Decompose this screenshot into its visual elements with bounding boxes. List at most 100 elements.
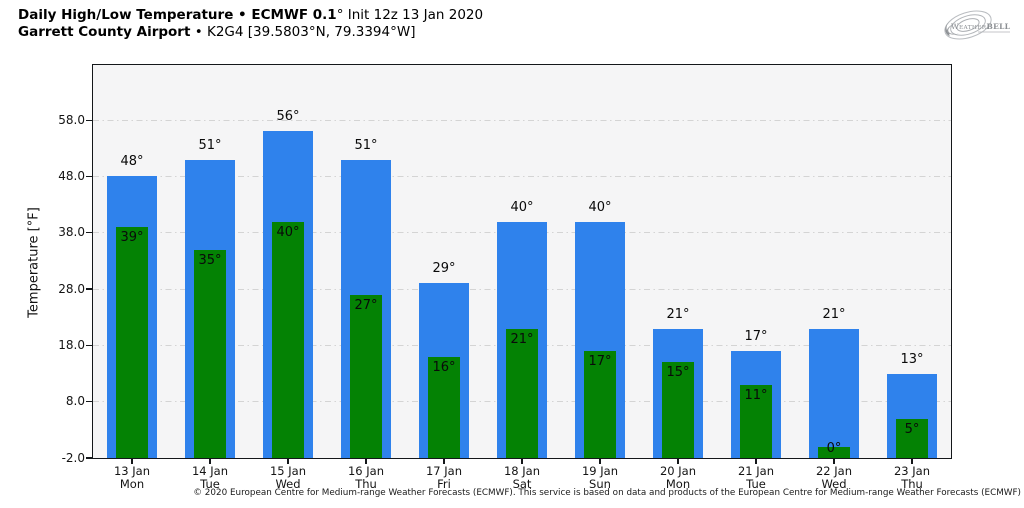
x-tick-mark	[599, 458, 601, 464]
x-tick-date: 17 Jan	[425, 463, 463, 478]
chart-title-bold: Daily High/Low Temperature • ECMWF 0.1	[18, 7, 337, 23]
chart-title-init: ° Init 12z 13 Jan 2020	[336, 7, 484, 23]
low-bar	[584, 351, 616, 458]
station-name: Garrett County Airport	[18, 23, 191, 40]
low-bar	[350, 294, 382, 458]
x-tick-label: 18 Jan Sat	[483, 463, 561, 492]
x-tick-mark	[209, 458, 211, 464]
low-bar	[818, 446, 850, 458]
x-tick-mark	[833, 458, 835, 464]
low-value-label: 11°	[744, 387, 768, 403]
x-tick-date: 19 Jan	[581, 463, 619, 478]
y-gridline	[93, 175, 951, 177]
high-value-label: 51°	[354, 137, 378, 153]
high-value-label: 21°	[666, 306, 690, 322]
high-value-label: 13°	[900, 351, 924, 367]
high-value-label: 17°	[744, 329, 768, 345]
y-tick-label: 38.0	[58, 225, 85, 240]
chart-subtitle: Garrett County Airport • K2G4 [39.5803°N…	[18, 24, 483, 41]
high-value-label: 21°	[822, 306, 846, 322]
low-value-label: 39°	[120, 230, 144, 246]
x-tick-date: 21 Jan	[737, 463, 775, 478]
station-coords: • K2G4 [39.5803°N, 79.3394°W]	[190, 23, 416, 40]
low-bar	[272, 221, 304, 458]
high-value-label: 48°	[120, 154, 144, 170]
x-tick-mark	[521, 458, 523, 464]
x-tick-mark	[131, 458, 133, 464]
high-value-label: 29°	[432, 261, 456, 277]
x-tick-date: 15 Jan	[269, 463, 307, 478]
chart-title: Daily High/Low Temperature • ECMWF 0.1° …	[18, 7, 483, 24]
x-tick-date: 18 Jan	[503, 463, 541, 478]
y-tick-label: 48.0	[58, 168, 85, 183]
y-gridline	[93, 119, 951, 121]
low-value-label: 5°	[904, 421, 920, 437]
x-tick-day: Wed	[275, 477, 301, 491]
x-tick-day: Tue	[200, 477, 220, 491]
low-bar	[194, 249, 226, 458]
x-tick-day: Sun	[589, 477, 611, 491]
low-bar	[662, 362, 694, 458]
plot-area: 48° 39° 51° 35° 56° 40° 51° 27° 29° 16° 40° 21° 40° 1…	[92, 64, 952, 459]
x-tick-date: 22 Jan	[815, 463, 853, 478]
weatherbell-logo: WEATHERBELL	[944, 10, 1011, 40]
low-value-label: 21°	[510, 331, 534, 347]
y-tick-label: -2.0	[61, 450, 85, 465]
x-tick-mark	[755, 458, 757, 464]
low-bar	[740, 384, 772, 458]
x-tick-label: 15 Jan Wed	[249, 463, 327, 492]
low-value-label: 15°	[666, 365, 690, 381]
low-value-label: 27°	[354, 297, 378, 313]
low-bar	[506, 328, 538, 458]
x-tick-label: 19 Jan Sun	[561, 463, 639, 492]
x-tick-label: 22 Jan Wed	[795, 463, 873, 492]
x-tick-day: Tue	[746, 477, 766, 491]
x-tick-label: 20 Jan Mon	[639, 463, 717, 492]
y-axis-label: Temperature [°F]	[26, 207, 42, 318]
x-tick-mark	[911, 458, 913, 464]
x-tick-day: Thu	[901, 477, 923, 491]
low-value-label: 17°	[588, 354, 612, 370]
y-tick-label: 28.0	[58, 281, 85, 296]
x-tick-day: Fri	[437, 477, 451, 491]
x-tick-date: 13 Jan	[113, 463, 151, 478]
x-tick-date: 23 Jan	[893, 463, 931, 478]
y-tick-mark	[86, 232, 93, 234]
x-tick-mark	[287, 458, 289, 464]
x-tick-label: 21 Jan Tue	[717, 463, 795, 492]
x-tick-mark	[443, 458, 445, 464]
y-tick-mark	[86, 119, 93, 121]
high-value-label: 56°	[276, 109, 300, 125]
chart-header: Daily High/Low Temperature • ECMWF 0.1° …	[18, 7, 483, 40]
x-tick-mark	[677, 458, 679, 464]
x-tick-label: 16 Jan Thu	[327, 463, 405, 492]
x-tick-mark	[365, 458, 367, 464]
x-tick-day: Thu	[355, 477, 377, 491]
high-value-label: 51°	[198, 137, 222, 153]
low-bar	[896, 418, 928, 458]
x-tick-day: Sat	[512, 477, 532, 491]
x-tick-date: 20 Jan	[659, 463, 697, 478]
logo-text: WEATHERBELL	[951, 22, 1011, 31]
y-tick-mark	[86, 175, 93, 178]
x-tick-label: 13 Jan Mon	[93, 463, 171, 492]
copyright-text: © 2020 European Centre for Medium-range …	[193, 488, 1021, 498]
x-tick-date: 16 Jan	[347, 463, 385, 478]
x-tick-day: Mon	[119, 477, 145, 491]
low-value-label: 0°	[826, 441, 842, 456]
x-tick-day: Wed	[821, 477, 847, 491]
low-value-label: 35°	[198, 252, 222, 268]
y-tick-mark	[86, 457, 93, 459]
x-tick-day: Mon	[665, 477, 691, 491]
x-tick-label: 23 Jan Thu	[873, 463, 951, 492]
y-tick-label: 8.0	[65, 394, 85, 409]
high-bar	[809, 328, 859, 458]
x-tick-label: 17 Jan Fri	[405, 463, 483, 492]
low-value-label: 16°	[432, 359, 456, 375]
x-tick-label: 14 Jan Tue	[171, 464, 249, 492]
high-value-label: 40°	[510, 199, 534, 215]
y-tick-mark	[86, 288, 93, 290]
y-tick-mark	[86, 401, 93, 403]
low-bar	[116, 227, 148, 458]
